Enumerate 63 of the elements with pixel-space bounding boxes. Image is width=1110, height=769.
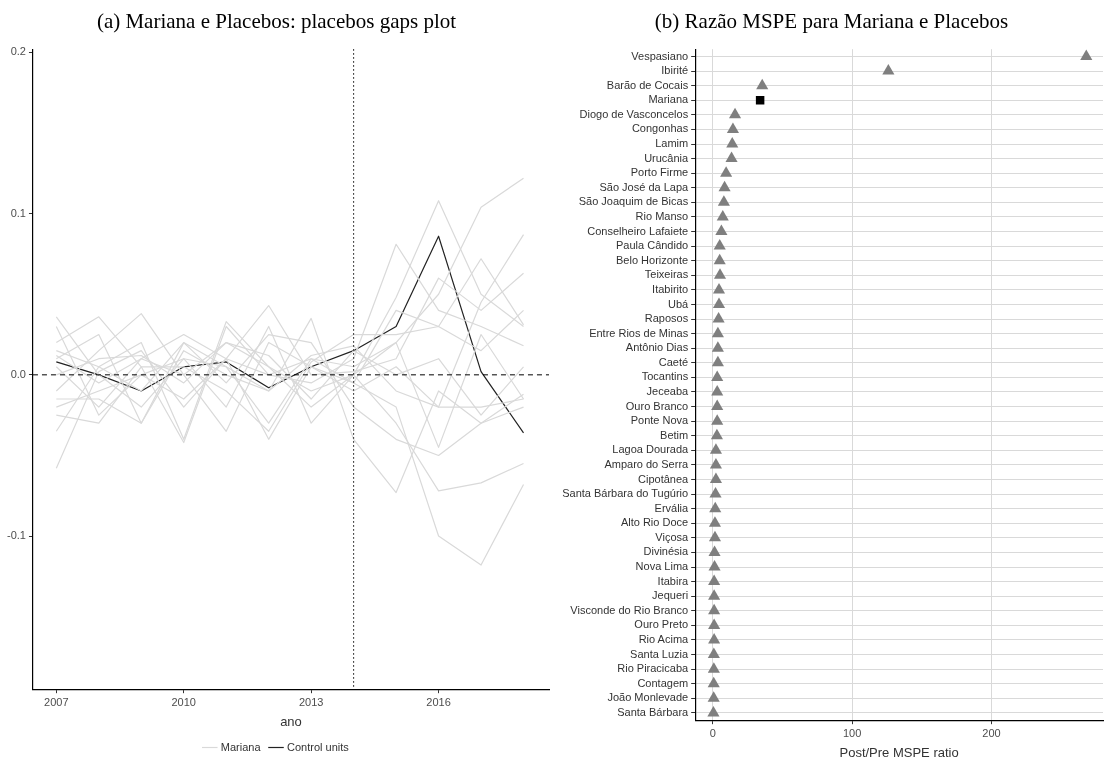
y-tick-label: Santa Bárbara do Tugúrio	[562, 487, 689, 500]
y-tick-label: Belo Horizonte	[616, 253, 689, 266]
x-tick-label: 100	[842, 726, 862, 739]
y-tick-label: Rio Manso	[635, 209, 689, 222]
y-tick-label: Ponte Nova	[630, 414, 690, 427]
y-tick-label: Ubá	[667, 297, 690, 310]
y-tick-label: Teixeiras	[644, 268, 689, 281]
x-tick-label: 2013	[298, 695, 324, 708]
x-tick-label: 0	[709, 726, 716, 739]
x-axis-title: Post/Pre MSPE ratio	[839, 744, 959, 760]
y-tick-label: Viçosa	[655, 530, 690, 543]
y-tick-label: Visconde do Rio Branco	[570, 603, 689, 616]
y-tick-label: Antônio Dias	[625, 341, 689, 354]
y-tick-label: Ouro Preto	[634, 618, 689, 631]
y-tick-label: Lamim	[655, 137, 689, 150]
y-tick-label: Lagoa Dourada	[612, 443, 690, 456]
y-tick-label: 0.0	[10, 367, 26, 380]
y-tick-label: Ibirité	[661, 64, 689, 77]
y-tick-label: Itabira	[657, 574, 690, 587]
legend-label: Mariana	[220, 740, 262, 753]
y-tick-label: Conselheiro Lafaiete	[587, 224, 689, 237]
y-tick-label: Ervália	[654, 501, 690, 514]
chart-title: (a) Mariana e Placebos: placebos gaps plot	[96, 9, 457, 34]
y-tick-label: Santa Luzia	[630, 647, 690, 660]
y-tick-label: Ouro Branco	[625, 399, 689, 412]
y-tick-label: Mariana	[648, 93, 690, 106]
y-tick-label: Divinésia	[643, 545, 690, 558]
y-tick-label: 0.2	[10, 45, 26, 58]
y-tick-label: Paula Cândido	[616, 239, 689, 252]
y-tick-label: João Monlevade	[607, 691, 689, 704]
y-tick-label: Contagem	[637, 676, 689, 689]
y-tick-label: Diogo de Vasconcelos	[579, 107, 689, 120]
y-tick-label: Rio Acima	[638, 633, 690, 645]
y-tick-label: Raposos	[644, 312, 689, 325]
y-tick-label: Congonhas	[631, 122, 689, 135]
y-tick-label: Amparo do Serra	[604, 457, 690, 470]
y-tick-label: Itabirito	[652, 282, 689, 295]
y-tick-label: Caeté	[658, 355, 689, 368]
y-tick-label: -0.1	[6, 529, 26, 542]
legend-label: Control units	[286, 740, 350, 753]
x-tick-label: 2007	[44, 695, 69, 708]
x-tick-label: 2016	[426, 695, 451, 708]
y-tick-label: São José da Lapa	[599, 180, 690, 193]
y-tick-label: Betim	[660, 428, 689, 441]
y-tick-label: São Joaquim de Bicas	[578, 195, 689, 208]
y-tick-label: 0.1	[10, 206, 26, 219]
y-tick-label: Entre Rios de Minas	[589, 326, 689, 339]
y-tick-label: Barão de Cocais	[606, 78, 689, 91]
y-tick-label: Jeceaba	[646, 385, 690, 398]
x-tick-label: 200	[982, 726, 1001, 739]
y-tick-label: Tocantins	[641, 370, 689, 383]
chart-title: (b) Razão MSPE para Mariana e Placebos	[654, 9, 1009, 34]
y-tick-label: Porto Firme	[630, 166, 689, 179]
y-tick-label: Santa Bárbara	[617, 705, 690, 718]
y-tick-label: Urucânia	[644, 151, 690, 164]
x-tick-label: 2010	[171, 695, 196, 708]
y-tick-label: Jequeri	[652, 589, 689, 602]
y-tick-label: Cipotânea	[638, 472, 690, 485]
y-tick-label: Nova Lima	[635, 560, 690, 573]
x-axis-title: ano	[280, 713, 302, 729]
y-tick-label: Vespasiano	[631, 49, 689, 62]
y-tick-label: Rio Piracicaba	[617, 662, 690, 675]
y-tick-label: Alto Rio Doce	[620, 516, 689, 529]
